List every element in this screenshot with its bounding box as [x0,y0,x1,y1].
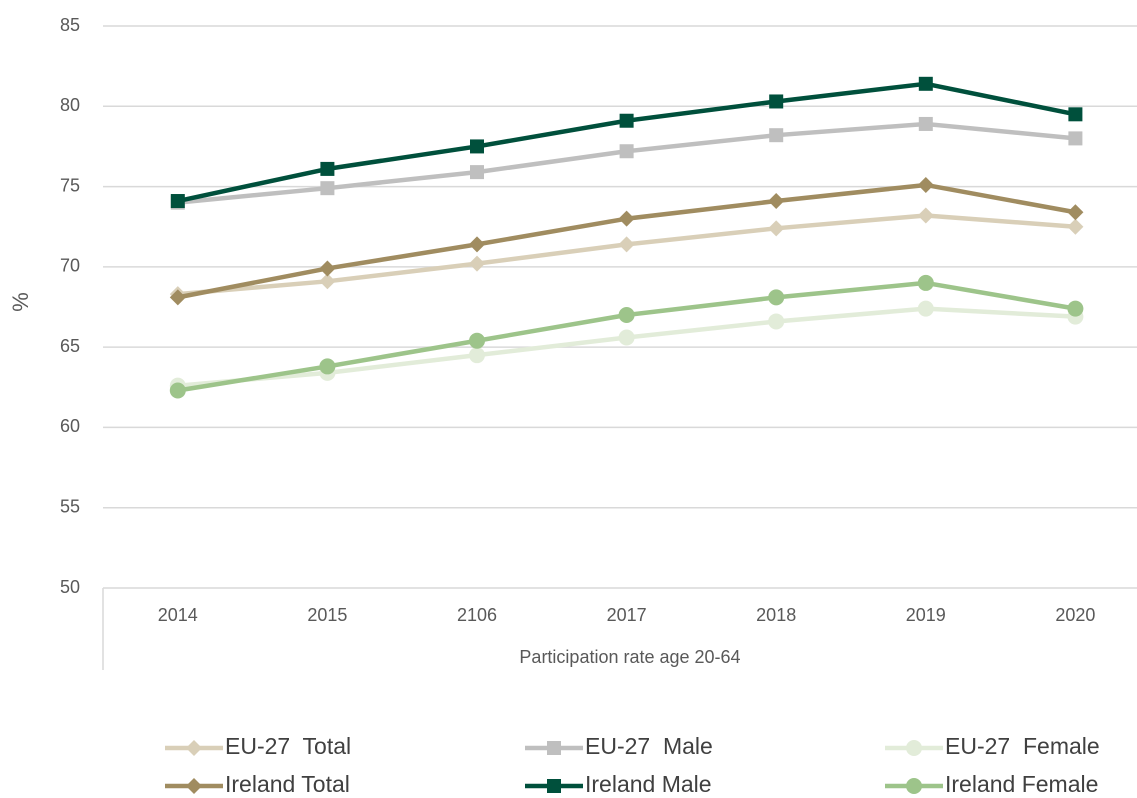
marker [470,139,484,154]
marker [618,329,635,346]
marker [186,740,202,756]
legend: EU-27 Total EU-27 Male EU-27 Female Ireland… [165,733,1100,797]
marker [769,94,784,109]
marker [469,332,485,349]
legend-label: EU-27 Female [945,733,1100,759]
marker [768,289,785,306]
marker [1067,218,1084,235]
marker [169,382,186,399]
marker [320,181,335,196]
y-tick-label: 50 [60,577,80,597]
series-line [177,121,1076,205]
x-tick-label: 2020 [1055,605,1095,625]
marker [619,113,634,128]
marker [768,220,785,237]
y-tick-label: 70 [60,256,80,276]
y-tick-label: 80 [60,95,80,115]
marker [618,307,635,324]
marker [1068,107,1083,122]
marker [547,741,561,755]
marker [768,193,785,210]
marker [917,207,934,224]
legend-label: Ireland Total [225,771,350,797]
marker [1067,300,1084,317]
x-tick-label: 2018 [756,605,796,625]
marker [186,778,202,794]
x-tick-label: 2014 [158,605,198,625]
x-axis-label: Participation rate age 20-64 [519,647,740,667]
y-tick-label: 65 [60,336,80,356]
marker [618,210,635,227]
marker [469,236,485,253]
series-line [177,213,1076,297]
marker [918,76,933,91]
marker [320,161,335,176]
marker [917,176,934,193]
marker [319,260,336,277]
legend-label: Ireland Male [585,771,712,797]
marker [470,165,484,180]
y-tick-label: 75 [60,175,80,195]
marker [906,778,922,794]
marker [917,300,934,317]
x-tick-label: 2017 [607,605,647,625]
marker [917,274,934,291]
marker [469,347,485,364]
marker [547,779,561,793]
marker [618,236,635,253]
y-tick-label: 85 [60,15,80,35]
marker [768,313,785,330]
y-tick-label: 55 [60,496,80,516]
legend-label: EU-27 Male [585,733,713,759]
marker [319,273,336,290]
marker [1068,131,1083,146]
x-tick-label: 2019 [906,605,946,625]
marker [170,194,185,209]
legend-label: Ireland Female [945,771,1098,797]
x-tick-label: 2015 [307,605,347,625]
series-line [177,81,1076,204]
x-tick-label: 2106 [457,605,497,625]
marker [1067,204,1084,221]
marker [169,289,186,306]
marker [469,255,485,272]
legend-label: EU-27 Total [225,733,351,759]
marker [918,116,933,131]
y-tick-label: 60 [60,416,80,436]
marker [769,128,784,143]
marker [619,144,634,159]
y-axis-label: % [8,292,33,312]
marker [319,358,336,375]
marker [906,740,922,756]
